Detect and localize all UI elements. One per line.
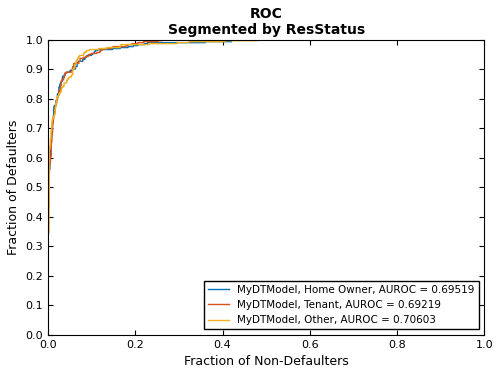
- MyDTModel, Tenant, AUROC = 0.69219: [355, 38, 361, 42]
- X-axis label: Fraction of Non-Defaulters: Fraction of Non-Defaulters: [184, 355, 348, 368]
- Title: ROC
Segmented by ResStatus: ROC Segmented by ResStatus: [168, 7, 364, 37]
- MyDTModel, Other, AUROC = 0.70603: [280, 38, 286, 42]
- MyDTModel, Home Owner, AUROC = 0.69519: [280, 38, 286, 42]
- MyDTModel, Home Owner, AUROC = 0.69519: [45, 332, 51, 337]
- MyDTModel, Home Owner, AUROC = 0.69519: [480, 38, 486, 42]
- MyDTModel, Tenant, AUROC = 0.69219: [160, 38, 166, 42]
- MyDTModel, Tenant, AUROC = 0.69219: [380, 38, 386, 42]
- Line: MyDTModel, Tenant, AUROC = 0.69219: MyDTModel, Tenant, AUROC = 0.69219: [48, 40, 484, 334]
- MyDTModel, Home Owner, AUROC = 0.69519: [481, 38, 487, 42]
- MyDTModel, Home Owner, AUROC = 0.69519: [355, 38, 361, 42]
- Legend: MyDTModel, Home Owner, AUROC = 0.69519, MyDTModel, Tenant, AUROC = 0.69219, MyDT: MyDTModel, Home Owner, AUROC = 0.69519, …: [204, 280, 479, 329]
- MyDTModel, Other, AUROC = 0.70603: [380, 38, 386, 42]
- MyDTModel, Other, AUROC = 0.70603: [348, 38, 354, 42]
- MyDTModel, Other, AUROC = 0.70603: [45, 332, 51, 337]
- MyDTModel, Tenant, AUROC = 0.69219: [45, 332, 51, 337]
- MyDTModel, Other, AUROC = 0.70603: [360, 38, 366, 42]
- Y-axis label: Fraction of Defaulters: Fraction of Defaulters: [7, 120, 20, 255]
- MyDTModel, Home Owner, AUROC = 0.69519: [228, 38, 234, 42]
- MyDTModel, Tenant, AUROC = 0.69219: [280, 38, 286, 42]
- MyDTModel, Other, AUROC = 0.70603: [480, 38, 486, 42]
- Line: MyDTModel, Home Owner, AUROC = 0.69519: MyDTModel, Home Owner, AUROC = 0.69519: [48, 40, 484, 334]
- Line: MyDTModel, Other, AUROC = 0.70603: MyDTModel, Other, AUROC = 0.70603: [48, 40, 484, 334]
- MyDTModel, Tenant, AUROC = 0.69219: [480, 38, 486, 42]
- MyDTModel, Tenant, AUROC = 0.69219: [360, 38, 366, 42]
- MyDTModel, Home Owner, AUROC = 0.69519: [380, 38, 386, 42]
- MyDTModel, Other, AUROC = 0.70603: [254, 38, 260, 42]
- MyDTModel, Other, AUROC = 0.70603: [355, 38, 361, 42]
- MyDTModel, Home Owner, AUROC = 0.69519: [360, 38, 366, 42]
- MyDTModel, Home Owner, AUROC = 0.69519: [348, 38, 354, 42]
- MyDTModel, Other, AUROC = 0.70603: [481, 38, 487, 42]
- MyDTModel, Tenant, AUROC = 0.69219: [481, 38, 487, 42]
- MyDTModel, Tenant, AUROC = 0.69219: [348, 38, 354, 42]
